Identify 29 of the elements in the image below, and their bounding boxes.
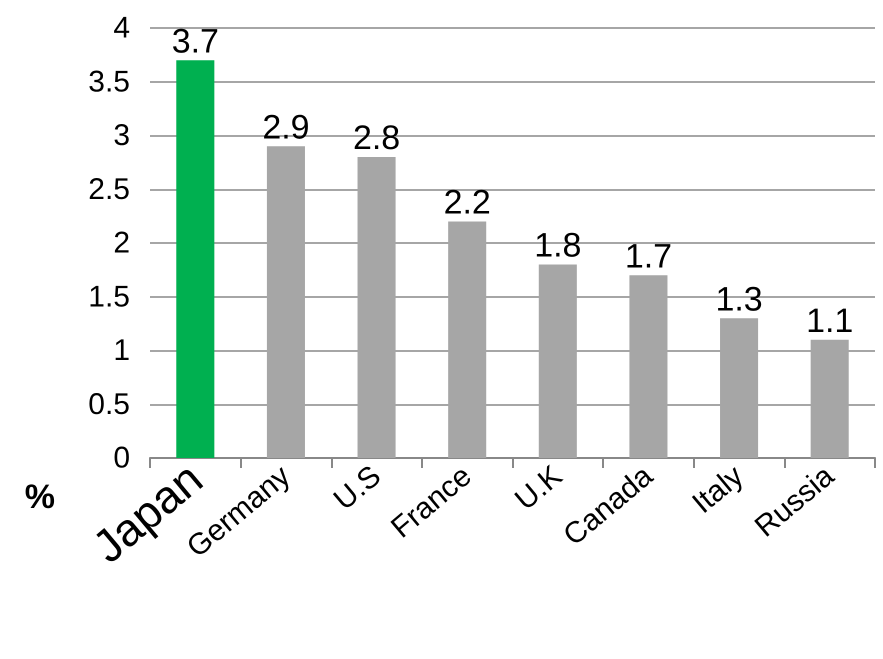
data-label: 2.2 bbox=[444, 184, 491, 222]
y-tick-label: 1 bbox=[113, 334, 130, 367]
data-label: 1.8 bbox=[534, 226, 582, 264]
data-label: 2.9 bbox=[262, 108, 310, 146]
y-tick-label: 2 bbox=[113, 226, 130, 260]
data-label: 1.3 bbox=[715, 280, 763, 318]
x-tick-label: U.K bbox=[508, 459, 568, 517]
data-label: 1.7 bbox=[624, 237, 672, 276]
x-tick-label: Italy bbox=[686, 459, 750, 520]
bar bbox=[538, 264, 577, 458]
y-tick-label: 3 bbox=[113, 119, 130, 152]
y-tick-label: 4 bbox=[113, 12, 130, 44]
y-tick-label: 0 bbox=[113, 442, 130, 474]
y-axis-title: % bbox=[24, 478, 55, 516]
bar bbox=[266, 146, 305, 458]
bar bbox=[629, 275, 668, 458]
bar bbox=[358, 157, 396, 458]
data-label: 3.7 bbox=[172, 22, 219, 60]
data-label: 2.8 bbox=[352, 119, 400, 157]
bar bbox=[720, 318, 758, 458]
y-tick-label: 1.5 bbox=[88, 280, 130, 314]
bar bbox=[810, 340, 849, 458]
data-label: 1.1 bbox=[806, 302, 854, 340]
y-tick-label: 2.5 bbox=[88, 172, 130, 206]
y-tick-label: 0.5 bbox=[88, 388, 130, 421]
bar bbox=[176, 60, 214, 458]
x-tick-label: U.S bbox=[328, 459, 388, 517]
y-tick-label: 3.5 bbox=[88, 65, 130, 98]
bar bbox=[448, 222, 486, 458]
